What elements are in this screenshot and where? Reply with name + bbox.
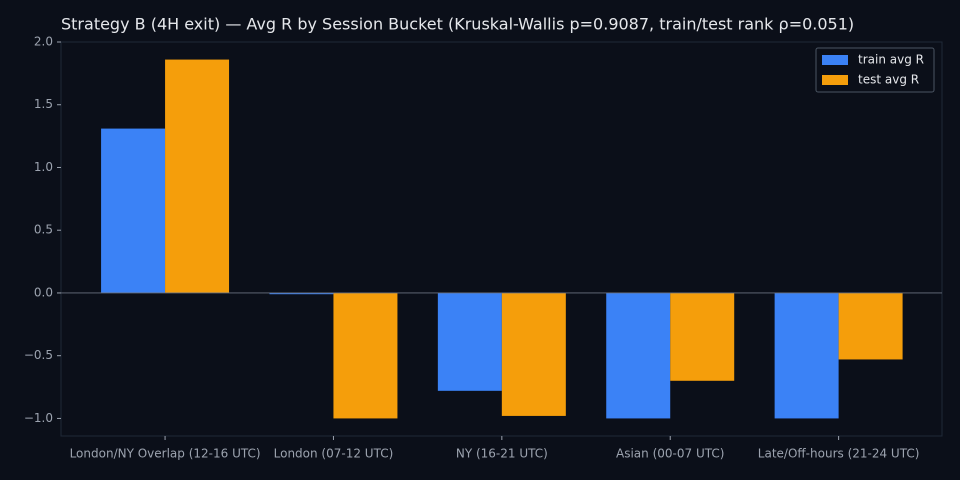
bar [774, 292, 839, 419]
bar [670, 292, 735, 381]
x-tick-label: Late/Off-hours (21-24 UTC) [758, 447, 920, 461]
legend-swatch [822, 75, 848, 85]
x-tick-label: London/NY Overlap (12-16 UTC) [70, 447, 261, 461]
bar [838, 292, 903, 360]
legend-swatch [822, 55, 848, 65]
bar [165, 59, 230, 293]
y-tick-label: 2.0 [34, 35, 53, 49]
x-tick-label: Asian (00-07 UTC) [616, 447, 724, 461]
bar [501, 292, 566, 416]
legend-label: train avg R [858, 53, 924, 67]
chart-title: Strategy B (4H exit) — Avg R by Session … [61, 15, 854, 34]
bar [269, 292, 334, 295]
bar [437, 292, 502, 391]
x-tick-label: NY (16-21 UTC) [456, 447, 548, 461]
y-tick-label: 0.0 [34, 285, 53, 299]
bar [333, 292, 398, 419]
y-tick-label: 1.0 [34, 160, 53, 174]
y-tick-label: −1.0 [24, 411, 53, 425]
y-tick-label: 0.5 [34, 223, 53, 237]
bar [606, 292, 671, 419]
x-tick-label: London (07-12 UTC) [274, 447, 394, 461]
bar [101, 128, 166, 293]
legend-label: test avg R [858, 73, 919, 87]
y-tick-label: −0.5 [24, 348, 53, 362]
y-tick-label: 1.5 [34, 97, 53, 111]
